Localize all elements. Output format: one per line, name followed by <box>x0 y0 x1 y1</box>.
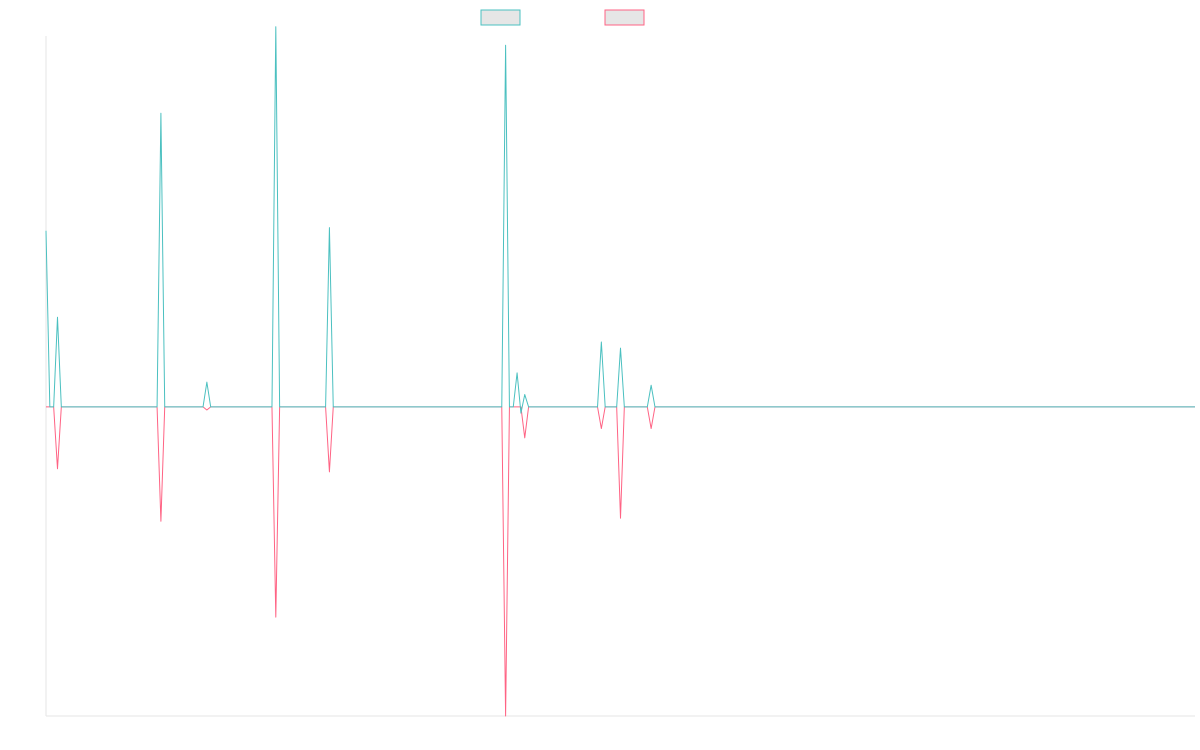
legend-swatch-1 <box>480 9 521 26</box>
legend-item-1[interactable] <box>480 9 521 26</box>
legend-swatch-2 <box>604 9 645 26</box>
series-line-2 <box>46 406 1195 717</box>
legend <box>480 9 645 26</box>
series-layer <box>45 26 1195 717</box>
series-line-1 <box>45 26 1195 414</box>
legend-item-2[interactable] <box>604 9 645 26</box>
